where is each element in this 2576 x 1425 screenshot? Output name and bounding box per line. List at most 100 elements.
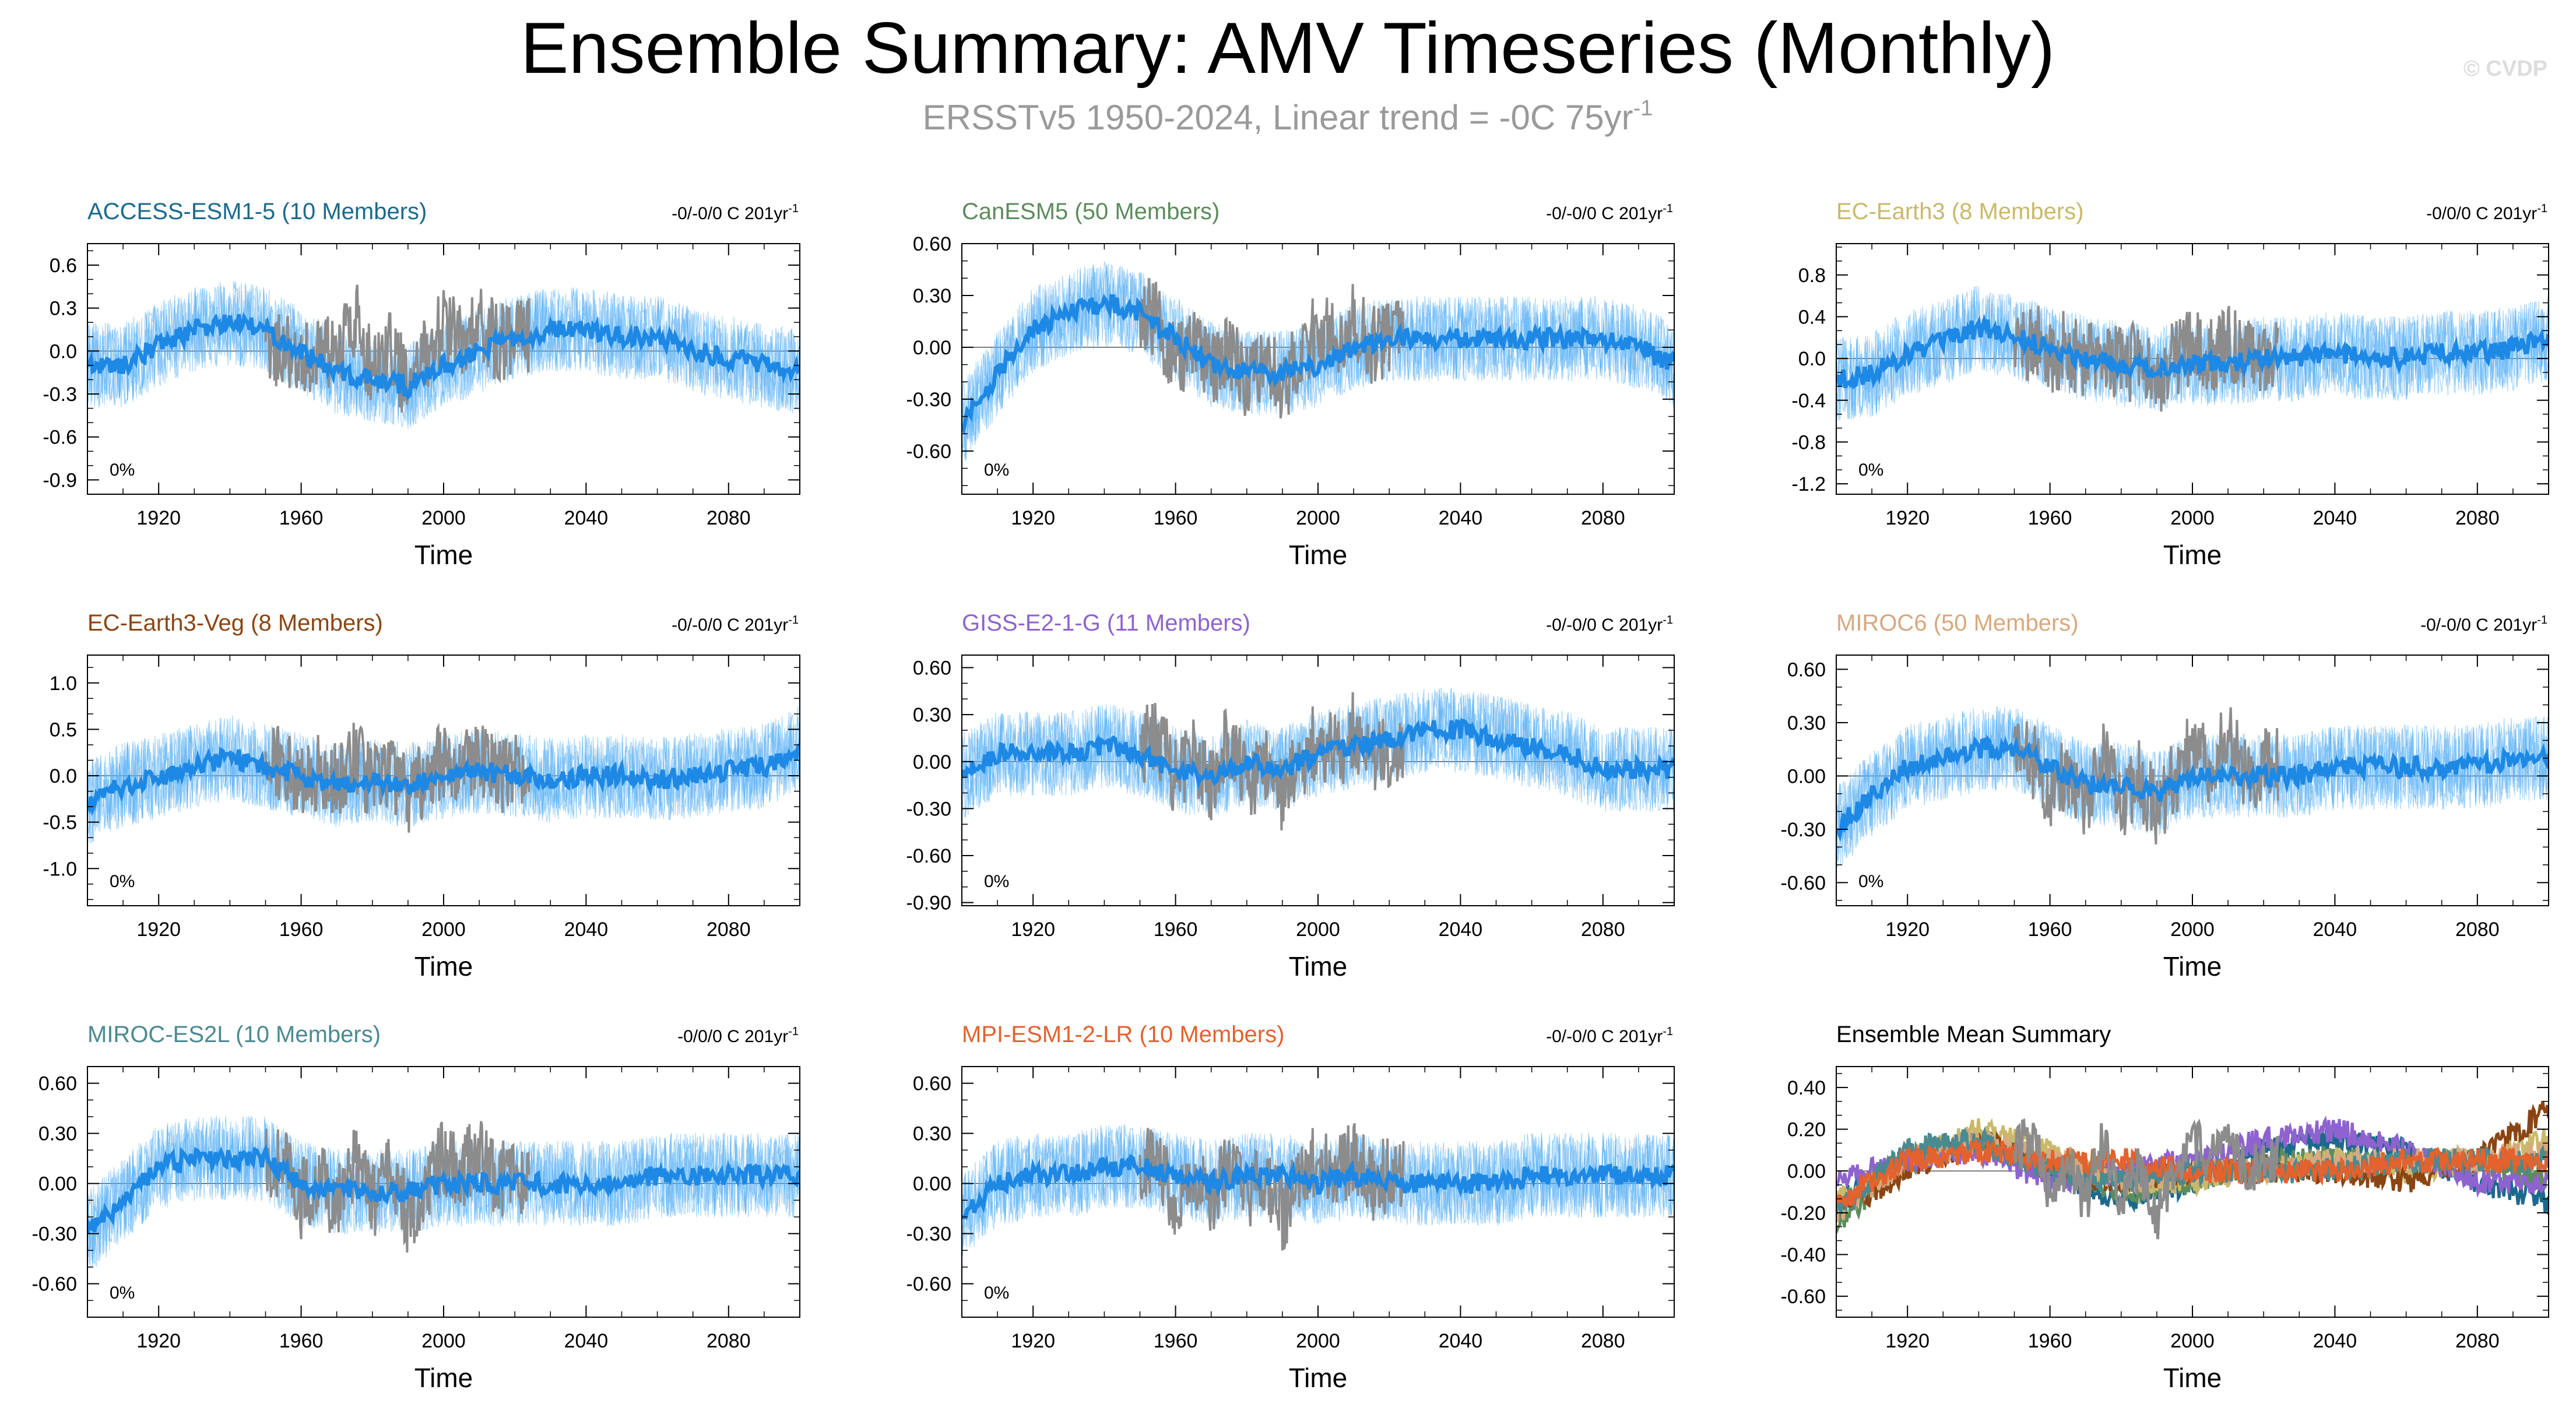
y-tick-label: -0.60 bbox=[906, 1273, 952, 1296]
figure-subtitle: ERSSTv5 1950-2024, Linear trend = -0C 75… bbox=[923, 96, 1653, 137]
x-tick-label: 1960 bbox=[2028, 1330, 2072, 1352]
trend-text: -0/0/0 C 201yr bbox=[677, 1027, 788, 1046]
y-tick-label: 0.60 bbox=[913, 233, 951, 255]
x-tick-label: 1920 bbox=[1011, 1330, 1055, 1352]
plot-area bbox=[87, 1116, 800, 1268]
trend-superscript: -1 bbox=[788, 202, 799, 215]
y-tick-label: 0.6 bbox=[50, 255, 77, 277]
x-axis-label: Time bbox=[414, 540, 473, 570]
x-tick-label: 1920 bbox=[1885, 919, 1930, 941]
y-tick-label: 0.0 bbox=[50, 340, 77, 363]
x-tick-label: 2000 bbox=[1296, 1330, 1340, 1352]
x-tick-label: 2040 bbox=[1439, 507, 1483, 529]
x-tick-label: 2040 bbox=[2313, 919, 2357, 941]
y-tick-label: 0.60 bbox=[913, 657, 951, 680]
y-tick-label: -0.30 bbox=[32, 1223, 78, 1245]
x-tick-label: 2080 bbox=[1581, 919, 1625, 941]
panel-title: MIROC-ES2L (10 Members) bbox=[87, 1022, 381, 1047]
trend-superscript: -1 bbox=[2537, 614, 2547, 627]
y-tick-label: -0.9 bbox=[43, 469, 77, 491]
panel-3: EC-Earth3 (8 Members) -0/0/0 C 201yr-1 0.8… bbox=[1791, 199, 2549, 570]
x-tick-label: 2000 bbox=[421, 1330, 466, 1352]
panel-9: Ensemble Mean Summary 0.40 0.20 0.00 -0.20 -0… bbox=[1781, 1022, 2549, 1393]
ensemble-mean-line bbox=[1836, 734, 2549, 842]
summary-line-mpi-esm1-2-lr bbox=[1836, 1139, 2549, 1207]
credit-label: © CVDP bbox=[2463, 57, 2547, 81]
x-tick-label: 2040 bbox=[1439, 919, 1483, 941]
trend-label: -0/-0/0 C 201yr-1 bbox=[1546, 202, 1673, 223]
x-tick-label: 2040 bbox=[2313, 507, 2357, 529]
y-tick-label: 0.00 bbox=[913, 1173, 951, 1195]
y-tick-label: -0.30 bbox=[906, 389, 952, 411]
x-axis-label: Time bbox=[1289, 540, 1348, 570]
plot-area bbox=[1836, 706, 2549, 868]
x-axis-label: Time bbox=[414, 1363, 473, 1393]
x-tick-label: 2000 bbox=[2170, 919, 2215, 941]
panel-5: GISS-E2-1-G (11 Members) -0/-0/0 C 201yr-… bbox=[906, 610, 1675, 981]
x-axis-label: Time bbox=[1289, 951, 1348, 981]
trend-label: -0/-0/0 C 201yr-1 bbox=[672, 614, 799, 635]
trend-superscript: -1 bbox=[1663, 1025, 1673, 1038]
x-tick-label: 2080 bbox=[1581, 1330, 1625, 1352]
y-tick-label: 0.60 bbox=[38, 1073, 77, 1095]
x-tick-label: 2080 bbox=[707, 507, 751, 529]
trend-label: -0/-0/0 C 201yr-1 bbox=[1546, 614, 1673, 635]
ensemble-mean-line bbox=[87, 1143, 800, 1234]
y-tick-label: 0.8 bbox=[1798, 265, 1826, 287]
y-tick-label: -0.90 bbox=[906, 892, 952, 914]
panel-title: GISS-E2-1-G (11 Members) bbox=[962, 610, 1250, 636]
ensemble-member-line bbox=[962, 264, 1674, 461]
y-tick-label: 0.30 bbox=[913, 704, 951, 726]
x-axis-label: Time bbox=[414, 951, 473, 981]
percent-label: 0% bbox=[984, 872, 1009, 891]
percent-label: 0% bbox=[110, 460, 135, 480]
y-tick-label: -0.30 bbox=[1781, 819, 1826, 841]
x-tick-label: 1960 bbox=[279, 919, 324, 941]
percent-label: 0% bbox=[110, 872, 135, 891]
plot-area bbox=[87, 706, 800, 844]
ensemble-mean-line bbox=[962, 1153, 1674, 1220]
y-tick-label: 0.40 bbox=[1787, 1077, 1826, 1099]
x-tick-label: 2080 bbox=[1581, 507, 1625, 529]
x-tick-label: 2040 bbox=[564, 507, 609, 529]
y-tick-label: -0.60 bbox=[1781, 1286, 1826, 1308]
x-tick-label: 2040 bbox=[564, 919, 609, 941]
y-tick-label: 0.00 bbox=[913, 337, 951, 359]
plot-area bbox=[962, 261, 1674, 461]
x-tick-label: 2000 bbox=[2170, 1330, 2215, 1352]
trend-text: -0/0/0 C 201yr bbox=[2426, 204, 2537, 223]
observations-line bbox=[264, 723, 530, 833]
y-tick-label: 0.00 bbox=[913, 751, 951, 773]
x-tick-label: 1920 bbox=[1011, 919, 1055, 941]
y-tick-label: -0.40 bbox=[1781, 1244, 1826, 1266]
y-tick-label: -0.60 bbox=[32, 1273, 78, 1296]
subtitle-text: ERSSTv5 1950-2024, Linear trend = -0C 75… bbox=[923, 98, 1633, 137]
trend-superscript: -1 bbox=[788, 1025, 799, 1038]
x-tick-label: 1920 bbox=[1885, 507, 1930, 529]
ensemble-mean-line bbox=[87, 312, 800, 400]
y-tick-label: 0.30 bbox=[38, 1123, 77, 1145]
plot-area bbox=[1836, 1100, 2549, 1240]
ensemble-mean-line bbox=[87, 743, 800, 817]
y-tick-label: -0.4 bbox=[1791, 390, 1826, 412]
trend-superscript: -1 bbox=[788, 614, 799, 627]
summary-line-observations bbox=[2013, 1118, 2279, 1240]
y-tick-label: 0.0 bbox=[1798, 348, 1826, 370]
x-tick-label: 1920 bbox=[136, 507, 181, 529]
panel-title: MIROC6 (50 Members) bbox=[1836, 610, 2079, 636]
panel-title: Ensemble Mean Summary bbox=[1836, 1022, 2111, 1047]
percent-label: 0% bbox=[1858, 460, 1883, 480]
panel-grid: ACCESS-ESM1-5 (10 Members) -0/-0/0 C 201y… bbox=[32, 199, 2549, 1393]
y-tick-label: 0.00 bbox=[38, 1173, 77, 1195]
y-tick-label: -0.6 bbox=[43, 427, 77, 449]
trend-superscript: -1 bbox=[1663, 614, 1673, 627]
y-tick-label: 0.30 bbox=[913, 1123, 951, 1145]
y-tick-label: 0.60 bbox=[1787, 659, 1826, 681]
x-tick-label: 2080 bbox=[707, 919, 751, 941]
x-tick-label: 1960 bbox=[279, 507, 324, 529]
ensemble-member-line bbox=[1836, 706, 2549, 849]
y-tick-label: -0.8 bbox=[1791, 431, 1826, 453]
panel-title: MPI-ESM1-2-LR (10 Members) bbox=[962, 1022, 1284, 1047]
y-tick-label: -0.30 bbox=[906, 798, 952, 820]
